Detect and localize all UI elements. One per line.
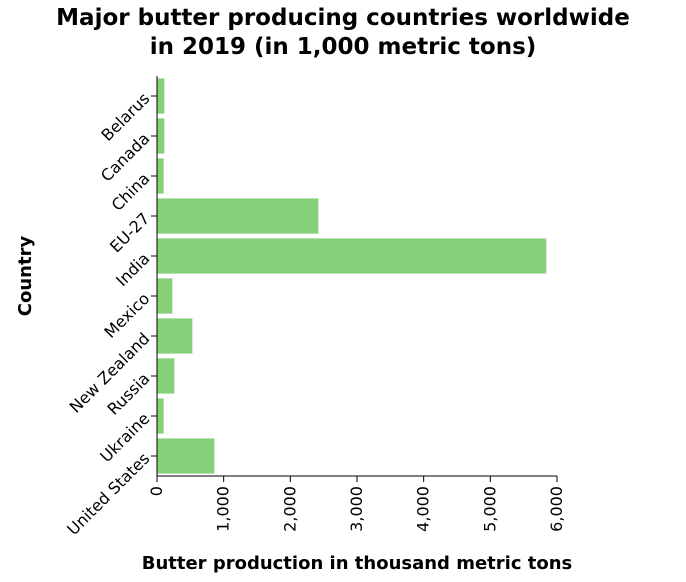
- bar-belarus: [157, 78, 164, 113]
- x-tick-label-5000: 5,000: [480, 486, 499, 532]
- x-tick-label-4000: 4,000: [414, 486, 433, 532]
- x-tick-label-2000: 2,000: [280, 486, 299, 532]
- y-axis-title: Country: [15, 236, 36, 317]
- bar-ukraine: [157, 398, 164, 433]
- bar-mexico: [157, 278, 172, 313]
- x-tick-label-0: 0: [147, 486, 166, 496]
- bar-eu-27: [157, 198, 318, 233]
- bar-russia: [157, 358, 174, 393]
- y-tick-label-eu-27: EU-27: [106, 209, 153, 256]
- bar-new-zealand: [157, 318, 192, 353]
- x-tick-label-3000: 3,000: [347, 486, 366, 532]
- x-tick-label-6000: 6,000: [547, 486, 566, 532]
- x-axis-title: Butter production in thousand metric ton…: [142, 553, 573, 574]
- bar-united-states: [157, 438, 214, 473]
- x-ticks-group: 0 1,000 2,000 3,000 4,000 5,000 6,000: [147, 476, 566, 532]
- y-tick-label-mexico: Mexico: [100, 289, 153, 342]
- bar-canada: [157, 118, 164, 153]
- axes-group: [157, 76, 557, 476]
- x-tick-label-1000: 1,000: [214, 486, 233, 532]
- bars-group: [157, 78, 546, 473]
- bar-india: [157, 238, 546, 273]
- bar-china: [157, 158, 164, 193]
